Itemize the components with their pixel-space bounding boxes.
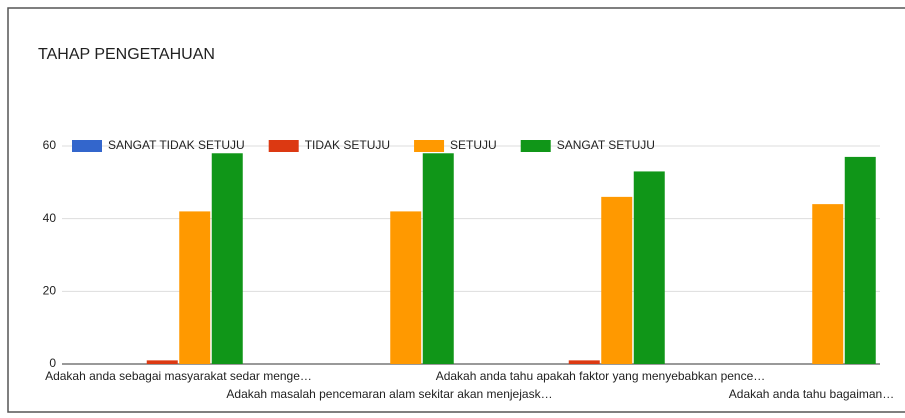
bar [633,171,665,364]
x-tick-label: Adakah anda tahu apakah faktor yang meny… [436,369,766,383]
legend-swatch [268,140,299,152]
bar [812,204,844,364]
bar [601,196,633,364]
y-tick-label: 40 [43,211,57,225]
legend-label: TIDAK SETUJU [305,138,390,152]
bar [146,360,178,364]
legend-swatch [520,140,551,152]
legend-swatch [72,140,102,152]
frame [7,7,905,413]
legend-label: SANGAT SETUJU [557,138,655,152]
legend-label: SETUJU [450,138,497,152]
bar [422,153,454,364]
bar [390,211,422,364]
y-tick-label: 60 [43,138,57,152]
y-tick-label: 0 [49,356,56,370]
x-tick-label: Adakah anda tahu bagaiman… [729,387,894,401]
legend-swatch [414,140,445,152]
chart-title: TAHAP PENGETAHUAN [38,46,215,63]
bar [568,360,600,364]
bar [844,156,876,364]
x-tick-label: Adakah masalah pencemaran alam sekitar a… [226,387,552,401]
bar [211,153,243,364]
bar [179,211,211,364]
legend-label: SANGAT TIDAK SETUJU [108,138,245,152]
y-tick-label: 20 [43,284,57,298]
x-tick-label: Adakah anda sebagai masyarakat sedar men… [45,369,312,383]
